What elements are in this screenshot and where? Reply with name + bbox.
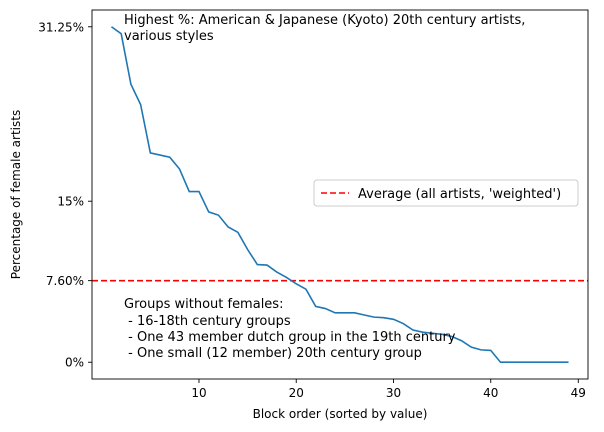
plot-frame [91, 9, 589, 380]
bottom-annotation: Groups without females: - 16-18th centur… [124, 297, 456, 361]
x-axis: 10 20 30 40 49 [191, 379, 586, 400]
legend-box [313, 179, 579, 207]
series-line [110, 26, 569, 364]
x-tick-label: 10 [191, 386, 206, 400]
y-tick-label: 7.60% [46, 274, 84, 288]
x-tick-label: 20 [289, 386, 304, 400]
y-tick-label: 15% [57, 195, 84, 209]
x-tick-label: 40 [483, 386, 498, 400]
y-axis: 0% 7.60% 15% 31.25% [38, 20, 92, 370]
y-axis-title: Percentage of female artists [9, 110, 23, 279]
y-tick-label: 0% [65, 356, 84, 370]
bottom-annotation-line: - One 43 member dutch group in the 19th … [124, 330, 456, 345]
top-annotation: Highest %: American & Japanese (Kyoto) 2… [124, 13, 525, 44]
bottom-annotation-line: Groups without females: [124, 297, 283, 312]
x-tick-label: 49 [571, 386, 586, 400]
y-tick-label: 31.25% [38, 20, 84, 34]
bottom-annotation-line: - One small (12 member) 20th century gro… [124, 346, 422, 361]
x-tick-label: 30 [386, 386, 401, 400]
top-annotation-line: Highest %: American & Japanese (Kyoto) 2… [124, 13, 525, 28]
x-axis-title: Block order (sorted by value) [253, 407, 428, 421]
top-annotation-line: various styles [124, 29, 214, 44]
legend: Average (all artists, 'weighted') [313, 179, 579, 207]
bottom-annotation-line: - 16-18th century groups [124, 314, 291, 329]
legend-label-average: Average (all artists, 'weighted') [358, 187, 561, 202]
plot-area [91, 9, 589, 380]
